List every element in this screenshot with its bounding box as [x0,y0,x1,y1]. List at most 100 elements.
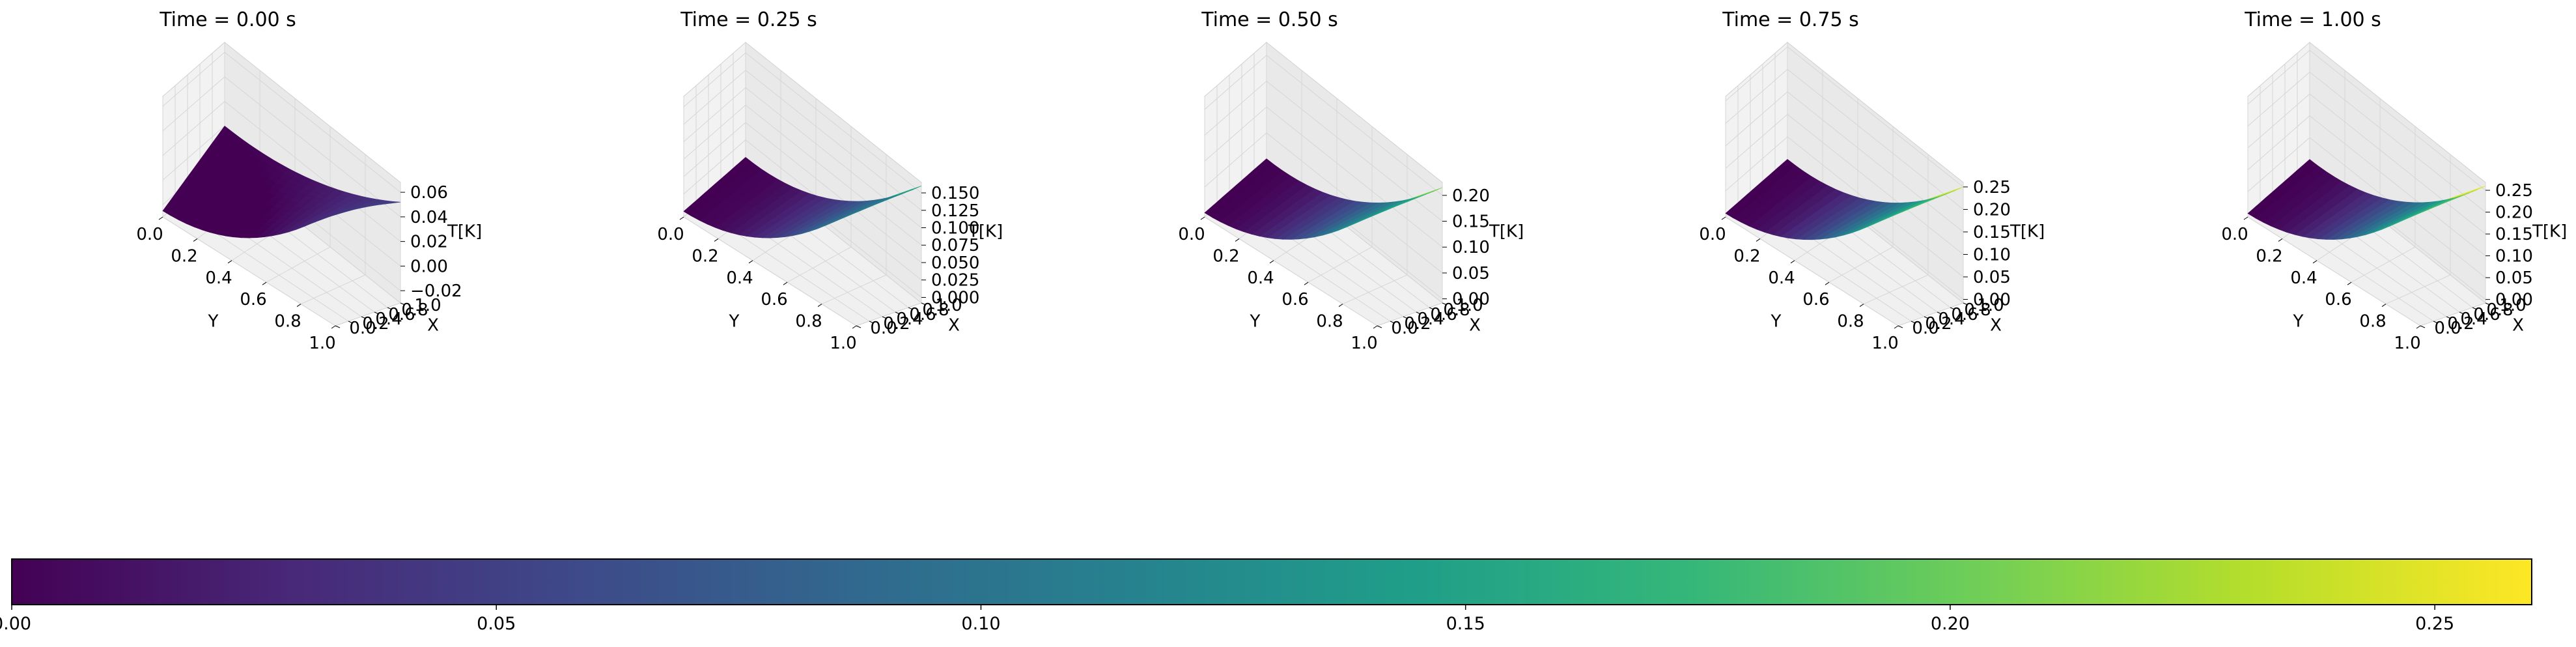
z-tick-label: 0.20 [2495,203,2533,223]
x-tick [1377,325,1382,328]
z-tick-label: 0.02 [410,233,448,252]
x-tick [387,307,393,310]
y-tick [1200,216,1205,220]
z-tick-label: 0.10 [2495,247,2533,266]
y-tick [331,325,336,329]
grid-line [787,246,852,283]
y-tick-label: 1.0 [1871,334,1898,353]
y-tick [817,304,822,308]
y-tick [1235,238,1240,242]
y-axis-label: Y [1250,312,1261,332]
y-tick [1304,281,1309,285]
z-tick-label: 0.06 [410,183,448,203]
z-axis-label: T[K] [968,222,1003,241]
y-tick-label: 0.8 [1837,312,1864,332]
x-axis-label: X [1990,316,2002,336]
y-tick-label: 1.0 [830,334,856,353]
z-tick-label: 0.15 [1452,212,1490,232]
x-tick-label: 0.8 [1964,300,1991,320]
z-tick-label: 0.15 [2495,225,2533,244]
x-tick-label: 0.8 [922,300,949,320]
grid-line [821,274,887,305]
z-axis-label: T[K] [2009,222,2045,241]
z-axis-label: T[K] [1489,222,1524,241]
y-tick-label: 0.6 [761,290,787,309]
y-tick-label: 0.2 [1212,246,1239,266]
x-tick-label: 0.6 [909,305,936,324]
z-tick-label: 0.05 [2495,268,2533,288]
x-tick [2459,311,2465,315]
y-tick-label: 0.0 [657,225,684,244]
x-tick-label: 0.6 [1430,305,1457,324]
surface-facet [2247,209,2261,219]
surface-facet [683,207,697,217]
grid-line [683,216,857,326]
grid-line [1204,106,1267,162]
y-tick-label: 0.6 [2325,290,2351,309]
z-tick-label: 0.000 [931,288,979,308]
x-tick-label: 0.8 [2486,300,2513,320]
x-tick [1390,321,1395,324]
x-tick-label: 0.6 [2473,305,2500,324]
y-tick [193,238,198,242]
panel-title: Time = 1.00 s [2244,8,2381,31]
x-tick-label: 0.4 [1938,309,1965,329]
surface-panel-0: Time = 0.00 s0.00.20.40.60.81.0Y 0.00.20.… [136,8,482,353]
x-tick [1963,302,1968,306]
grid-line [2420,302,2486,326]
z-tick-label: 0.00 [410,257,448,276]
grid-line [2351,246,2416,283]
y-tick [2312,260,2317,264]
y-tick [1859,304,1864,308]
grid-line [1204,55,1267,110]
grid-line [1828,246,1894,283]
x-tick [1897,325,1903,328]
z-tick-label: 0.05 [1973,268,2011,287]
z-tick-label: 0.10 [1452,238,1490,257]
grid-line [2247,72,2310,126]
y-tick [1269,260,1274,264]
colorbar-bar [11,558,2532,605]
grid-line [335,302,401,326]
x-tick [348,321,354,324]
grid-line [1725,216,1899,326]
grid-line [683,70,746,125]
y-tick [1790,260,1795,264]
grid-line [266,246,331,283]
y-tick-label: 0.4 [205,268,232,288]
y-tick [2278,238,2283,242]
grid-line [162,76,225,132]
z-tick-label: 0.00 [1452,290,1490,309]
surface-facet [1725,209,1739,219]
y-tick-label: 0.0 [1699,225,1726,244]
grid-line [224,51,401,193]
y-tick-label: 0.0 [2221,225,2248,244]
grid-line [1897,302,1964,326]
grid-line [1787,114,1964,255]
x-tick [2485,302,2491,306]
grid-line [1787,69,1964,210]
surface-panel-1: Time = 0.25 s0.00.20.40.60.81.0Y 0.00.20.… [657,8,1003,353]
grid-line [683,139,746,195]
z-tick-label: 0.125 [931,201,979,221]
x-axis-label: X [427,316,439,336]
z-tick-label: 0.075 [931,236,979,255]
x-tick-label: 0.2 [2447,314,2474,334]
grid-line [1863,274,1929,305]
x-tick-label: 0.4 [896,309,923,329]
grid-line [856,302,922,326]
grid-line [2309,93,2486,235]
x-tick-label: 0.8 [401,300,428,320]
grid-line [683,52,746,108]
x-tick [2420,325,2426,328]
grid-line [2247,216,2421,326]
grid-line [683,122,746,177]
grid-line [162,216,336,326]
y-axis-label: Y [1771,312,1782,332]
y-tick-label: 1.0 [309,334,335,353]
panel-title: Time = 0.50 s [1201,8,1338,31]
grid-line [745,104,922,246]
x-tick-label: 0.6 [1951,305,1978,324]
y-tick-label: 0.2 [2256,246,2282,266]
y-axis-label: Y [208,312,219,332]
